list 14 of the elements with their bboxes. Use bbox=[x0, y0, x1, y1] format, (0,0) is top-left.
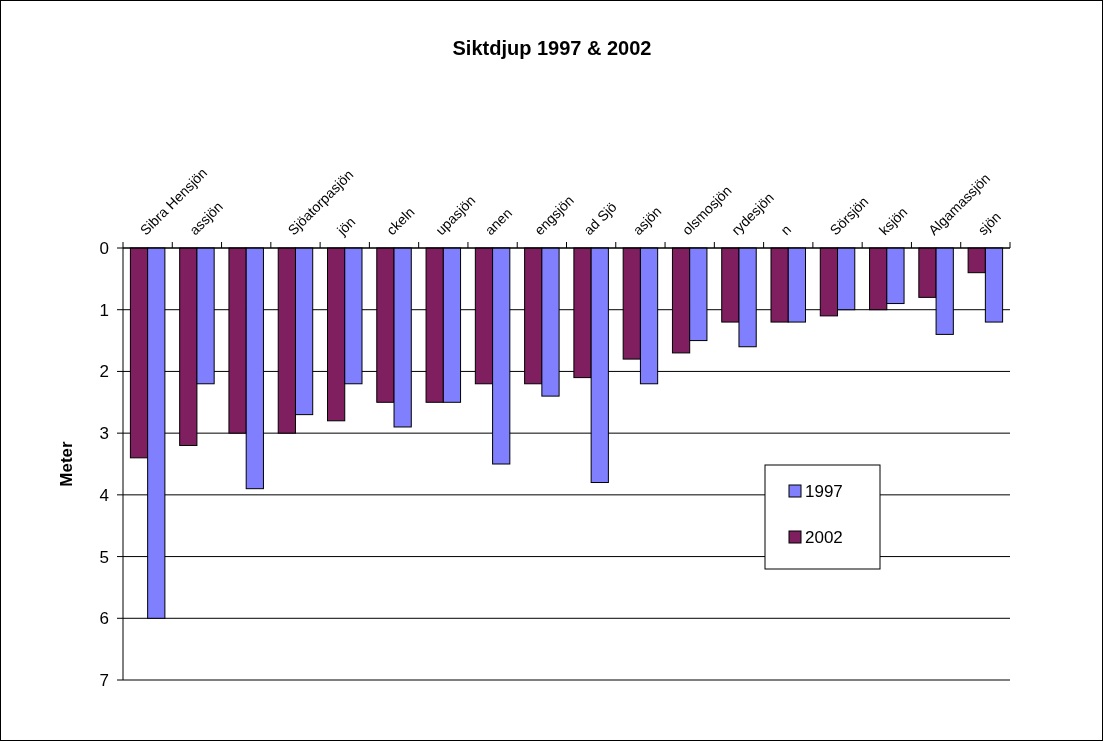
legend-label: 2002 bbox=[805, 527, 843, 547]
x-tick-label: ad Sjö bbox=[580, 198, 620, 239]
x-tick-label: n bbox=[777, 221, 795, 239]
y-tick-label: 6 bbox=[99, 609, 109, 629]
y-axis-title: Meter bbox=[57, 440, 76, 487]
chart-title: Siktdjup 1997 & 2002 bbox=[452, 37, 652, 59]
y-tick-label: 7 bbox=[99, 670, 109, 690]
y-tick-label: 0 bbox=[99, 238, 109, 258]
y-tick-label: 4 bbox=[99, 485, 109, 505]
legend-label: 1997 bbox=[805, 481, 843, 501]
y-tick-label: 5 bbox=[99, 547, 109, 567]
y-tick-label: 1 bbox=[99, 300, 109, 320]
y-tick-label: 2 bbox=[99, 362, 109, 382]
y-tick-label: 3 bbox=[99, 424, 109, 444]
